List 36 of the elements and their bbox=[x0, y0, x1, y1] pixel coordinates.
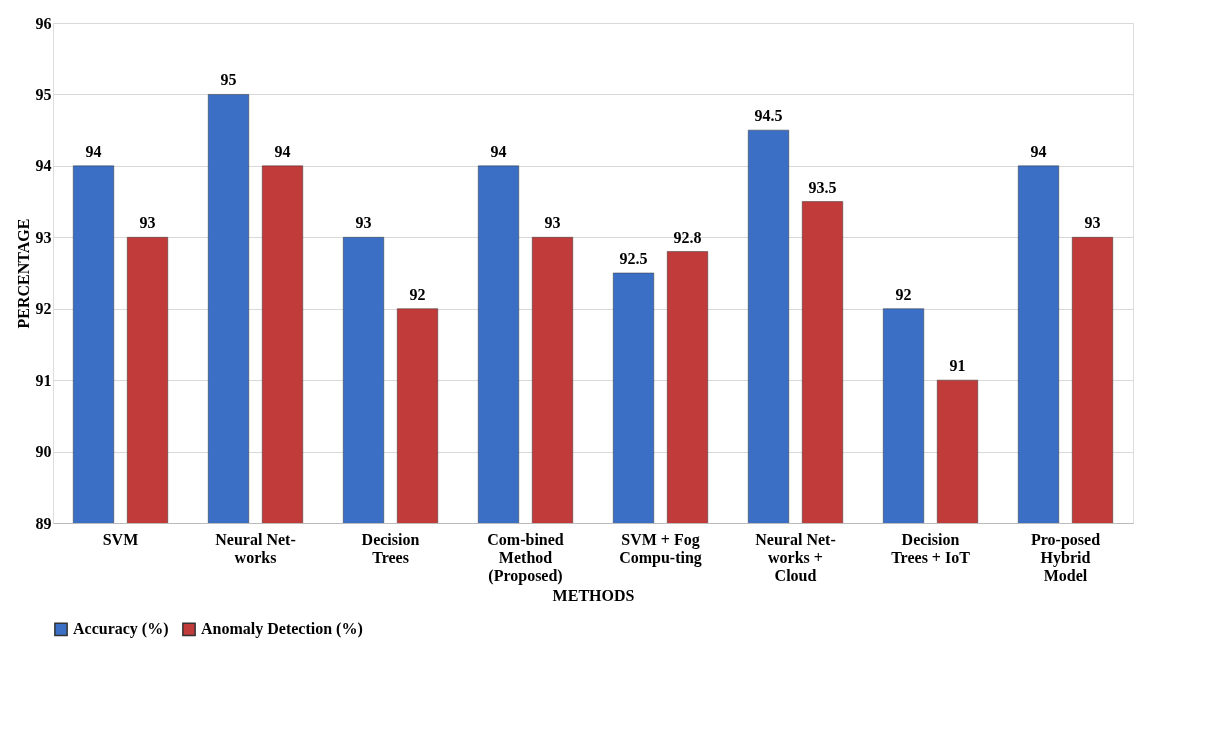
y-tick-label: 94 bbox=[35, 157, 52, 175]
data-label: 91 bbox=[949, 357, 966, 375]
data-label: 93.5 bbox=[808, 178, 837, 196]
x-tick-label: Decision Trees + IoT bbox=[891, 530, 971, 566]
legend-label: Accuracy (%) bbox=[73, 620, 169, 639]
y-tick-label: 91 bbox=[35, 371, 52, 389]
x-tick-label: Com-bined Method (Proposed) bbox=[487, 530, 564, 585]
y-tick-label: 95 bbox=[35, 85, 52, 103]
y-tick-label: 92 bbox=[35, 300, 52, 318]
x-axis-title: METHODS bbox=[552, 586, 635, 604]
data-label: 92.8 bbox=[673, 228, 702, 246]
data-label: 93 bbox=[139, 214, 156, 232]
data-label: 94 bbox=[490, 142, 507, 160]
y-tick-label: 89 bbox=[35, 514, 52, 532]
data-label: 92.5 bbox=[619, 250, 648, 267]
data-label: 93 bbox=[355, 214, 372, 232]
x-tick-label: Decision Trees bbox=[361, 530, 420, 566]
x-tick-label: SVM + Fog Compu-ting bbox=[619, 530, 702, 567]
x-tick-label: SVM bbox=[102, 530, 139, 548]
data-label: 93 bbox=[544, 214, 561, 232]
data-label: 93 bbox=[1084, 214, 1101, 232]
y-tick-label: 90 bbox=[35, 443, 52, 461]
data-label: 94 bbox=[1030, 142, 1047, 160]
legend-label: Anomaly Detection (%) bbox=[201, 620, 363, 639]
data-label: 92 bbox=[895, 285, 912, 303]
data-label: 94.5 bbox=[754, 107, 783, 125]
data-label: 92 bbox=[409, 285, 426, 303]
y-tick-label: 93 bbox=[35, 228, 52, 246]
x-tick-label: Neural Net-works bbox=[215, 530, 296, 566]
x-tick-label: Neural Net-works + Cloud bbox=[755, 530, 836, 584]
y-axis-title: PERCENTAGE bbox=[14, 218, 32, 329]
data-label: 94 bbox=[274, 142, 291, 160]
y-tick-label: 96 bbox=[35, 14, 52, 32]
data-label: 94 bbox=[85, 142, 102, 160]
data-label: 95 bbox=[220, 71, 237, 89]
x-tick-label: Pro-posed Hybrid Model bbox=[1030, 530, 1101, 584]
